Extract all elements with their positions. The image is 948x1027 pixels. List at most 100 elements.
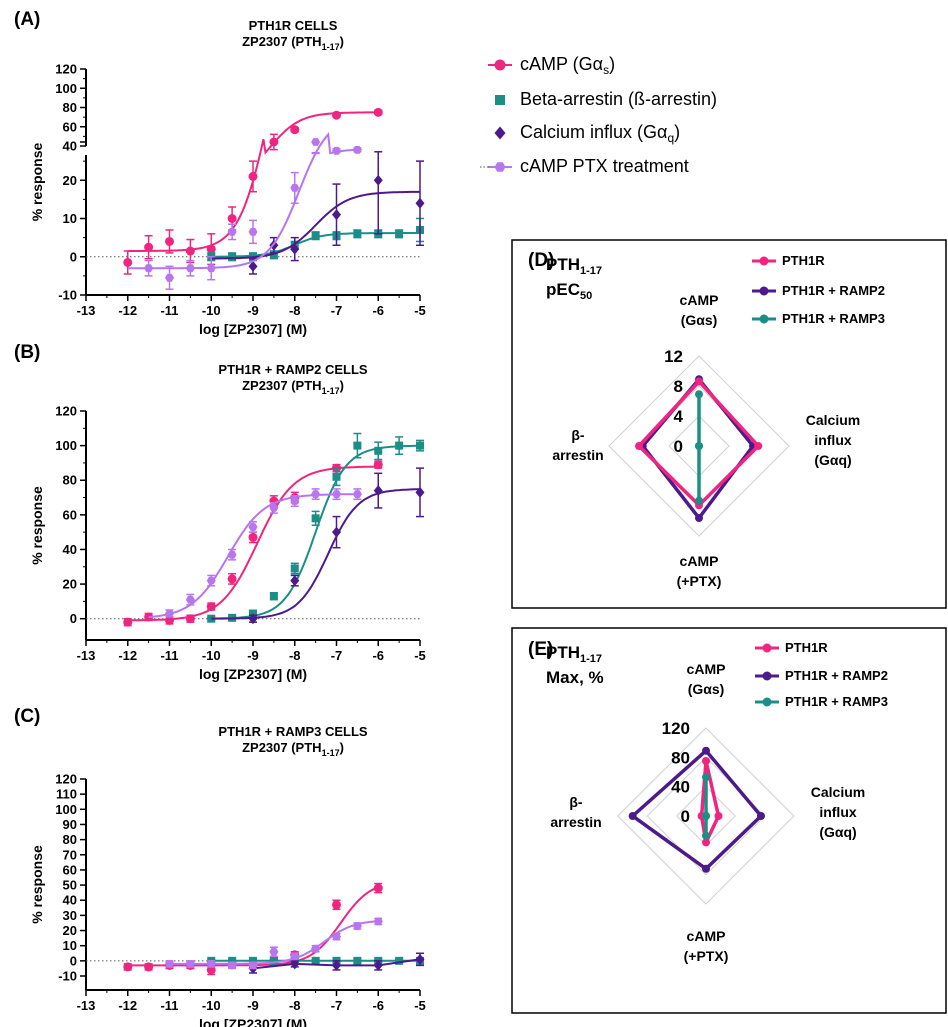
legend-marker-calcium (494, 126, 506, 140)
y-tick-label-A: 60 (63, 119, 77, 134)
x-tick-label-A: -12 (118, 303, 137, 318)
radar-axis-right2-E: influx (819, 804, 857, 820)
x-tick-label-C: -7 (331, 998, 343, 1013)
y-tick-label-C: 80 (63, 832, 77, 847)
series-ptx-B (148, 488, 362, 619)
radar-point-ramp3 (702, 773, 710, 782)
fit-curve-arrestin (211, 444, 420, 620)
radar-title1-E-main: PTH (546, 643, 580, 662)
radar-axis-bottom2-E: (+PTX) (684, 948, 729, 964)
radar-point-ramp2 (628, 812, 637, 820)
panel-label-4: (E) (528, 639, 553, 660)
series-camp-B (123, 460, 383, 627)
y-tick-label-A: 40 (63, 139, 77, 154)
data-point-camp (269, 137, 279, 147)
radar-legend-marker-ramp2 (762, 671, 772, 681)
y-tick-label-C: 30 (63, 908, 77, 923)
data-point-ptx (269, 504, 279, 512)
fit-curve-camp (127, 886, 379, 967)
x-tick-label-B: -10 (202, 648, 221, 663)
radar-axis-left-E: β- (569, 794, 583, 810)
data-point-camp (332, 110, 341, 120)
x-tick-label-A: -7 (331, 303, 343, 318)
radar-axis-right-E: Calcium (811, 784, 865, 800)
data-point-camp (227, 214, 237, 223)
data-point-arrestin (353, 956, 362, 965)
data-point-arrestin (269, 592, 278, 601)
data-point-camp (248, 532, 258, 542)
radar-axis-left-D: β- (571, 427, 585, 443)
y-tick-label-B: 40 (63, 542, 77, 557)
x-tick-label-A: -10 (202, 303, 221, 318)
radar-axis-top2-D: (Gαs) (681, 312, 718, 328)
radar-axis-right-D: Calcium (806, 412, 860, 428)
y-tick-label-A: 10 (63, 211, 77, 226)
data-point-camp (185, 614, 195, 624)
chart-title-A: PTH1R CELLS (249, 18, 338, 33)
panel-label-3: (D) (528, 250, 554, 271)
fit-curve-calcium (211, 190, 421, 260)
data-point-ptx (248, 523, 258, 531)
legend-label-arrestin: Beta-arrestin (ß-arrestin) (520, 89, 717, 109)
y-tick-label-C: 50 (63, 878, 77, 893)
radar-point-pth1r (714, 812, 723, 820)
data-point-ptx (269, 947, 279, 956)
fit-curve-ptx (169, 920, 379, 965)
data-point-arrestin (228, 956, 237, 965)
y-axis-label-B: % response (29, 486, 45, 565)
data-point-ptx (290, 497, 300, 505)
data-point-ptx (165, 273, 174, 282)
chart-subtitle-A-main: ZP2307 (PTH (242, 34, 321, 49)
radar-frame-D (511, 239, 947, 609)
legend: cAMP (Gαs) Beta-arrestin (ß-arrestin) Calc… (480, 54, 717, 176)
radar-tick-D: 4 (674, 407, 684, 426)
radar-point-pth1r (635, 442, 643, 450)
legend-marker-ptx (494, 162, 506, 172)
data-point-calcium (415, 486, 425, 498)
radar-tick-E: 40 (671, 778, 690, 797)
radar-frame-E (511, 627, 947, 1014)
radar-axis-bottom2-D: (+PTX) (677, 573, 722, 589)
y-tick-label-B: 100 (55, 438, 77, 453)
data-point-camp (206, 602, 216, 612)
y-tick-label-C: 10 (63, 938, 77, 953)
chart-subtitle-C-sub: 1-17 (322, 748, 340, 758)
data-point-calcium (332, 526, 341, 538)
series-arrestin-B (207, 432, 424, 623)
x-tick-label-C: -5 (414, 998, 426, 1013)
data-point-camp (123, 617, 133, 627)
radar-E: PTH1-17 Max, % 0 40 80 120 cAMP (Gαs) Calcium inf… (511, 627, 947, 1014)
panel-label-1: (B) (14, 342, 40, 363)
chart-subtitle-B-sub: 1-17 (322, 386, 340, 396)
data-point-arrestin (395, 956, 404, 965)
data-point-ptx (185, 264, 195, 273)
data-point-ptx (290, 184, 300, 192)
radar-title1-D-sub: 1-17 (580, 265, 602, 277)
y-tick-label-C: 70 (63, 847, 77, 862)
data-point-calcium (415, 197, 425, 209)
data-point-calcium (290, 575, 300, 587)
chart-subtitle-B: ZP2307 (PTH1-17) (242, 378, 344, 396)
x-tick-label-B: -12 (118, 648, 137, 663)
x-tick-label-C: -11 (160, 998, 178, 1013)
x-tick-label-B: -5 (414, 648, 426, 663)
data-point-ptx (206, 576, 216, 585)
y-tick-label-C: 20 (63, 923, 77, 938)
data-point-arrestin (374, 446, 383, 455)
data-point-camp (248, 171, 258, 181)
legend-label-camp-tail: ) (609, 54, 615, 74)
legend-label-camp-sub: s (603, 63, 609, 77)
data-point-calcium (248, 613, 258, 625)
data-point-arrestin (353, 441, 362, 450)
legend-label-calcium: Calcium influx (Gαq) (520, 122, 680, 145)
radar-point-ramp2 (695, 514, 703, 522)
fit-curve-ptx (127, 132, 358, 270)
fit-curve-ptx (148, 493, 358, 619)
radar-tick-D: 12 (664, 347, 683, 366)
data-point-arrestin (249, 956, 257, 965)
data-point-arrestin (311, 956, 320, 965)
legend-label-calcium-sub: q (667, 131, 674, 145)
data-point-camp (185, 246, 195, 256)
y-tick-label-C: -10 (58, 969, 77, 984)
